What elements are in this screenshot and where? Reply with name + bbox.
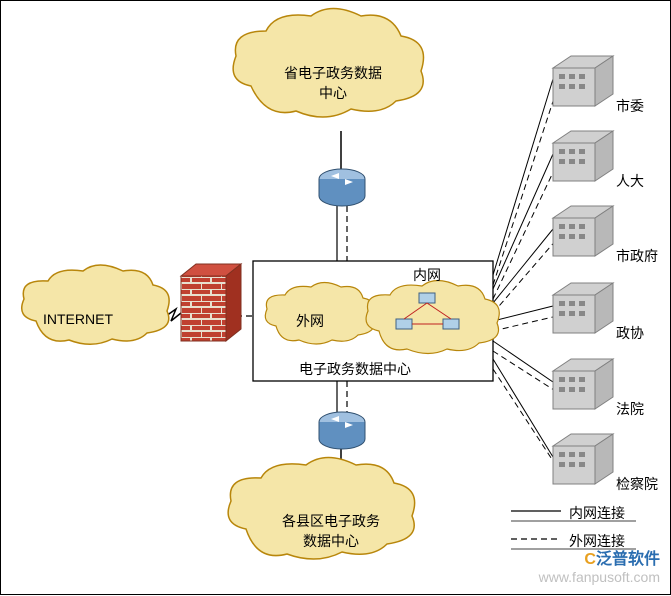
cloud-internet — [22, 265, 169, 344]
firewall-icon — [181, 264, 241, 341]
building-icon — [553, 359, 613, 409]
buildings-group — [553, 56, 613, 484]
cloud-internet-label: INTERNET — [43, 311, 113, 327]
building-icon — [553, 56, 613, 106]
router-bottom-icon — [319, 412, 365, 449]
building-label: 法院 — [616, 399, 644, 419]
building-label: 市委 — [616, 96, 644, 116]
cloud-bottom-line2: 数据中心 — [303, 535, 359, 550]
cloud-bottom-label: 各县区电子政务 数据中心 — [256, 511, 406, 551]
cloud-top-line1: 省电子政务数据 — [284, 67, 382, 82]
watermark-brand: 泛普软件 — [596, 551, 660, 568]
cloud-outer-label: 外网 — [296, 311, 324, 331]
building-label: 市政府 — [616, 246, 658, 266]
center-box-label: 电子政务数据中心 — [299, 359, 411, 379]
cloud-top-label: 省电子政务数据 中心 — [263, 63, 403, 103]
building-label: 政协 — [616, 323, 644, 343]
watermark: C泛普软件 www.fanpusoft.com — [539, 550, 660, 586]
cloud-bottom-line1: 各县区电子政务 — [282, 515, 380, 530]
router-top-icon — [319, 169, 365, 206]
building-icon — [553, 434, 613, 484]
building-icon — [553, 283, 613, 333]
building-label: 检察院 — [616, 474, 658, 494]
watermark-prefix: C — [584, 551, 596, 568]
building-label: 人大 — [616, 171, 644, 191]
cloud-top-line2: 中心 — [319, 87, 347, 102]
inner-net-label: 内网 — [413, 265, 441, 285]
building-icon — [553, 131, 613, 181]
legend-outer-label: 外网连接 — [569, 531, 625, 551]
building-icon — [553, 206, 613, 256]
legend-inner-label: 内网连接 — [569, 503, 625, 523]
watermark-url: www.fanpusoft.com — [539, 569, 660, 585]
diagram-canvas: 省电子政务数据 中心 各县区电子政务 数据中心 INTERNET 外网 内网 电… — [0, 0, 671, 595]
links-buildings — [493, 79, 557, 467]
